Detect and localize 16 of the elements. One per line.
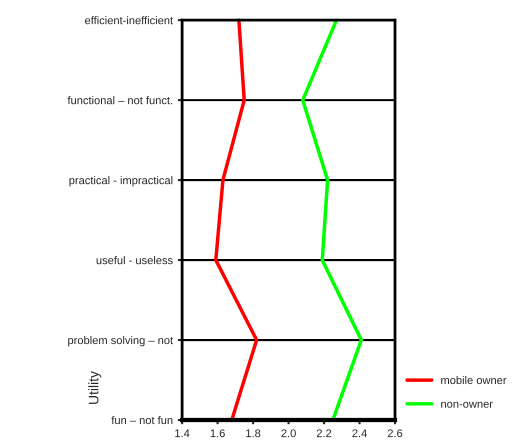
y-tick-label: functional – not funct. [68, 96, 172, 104]
x-tick-label: 2.2 [316, 429, 332, 438]
y-tick-label: useful - useless [96, 256, 173, 264]
x-tick-label: 1.6 [210, 429, 225, 438]
x-tick-label: 2.0 [281, 429, 296, 438]
x-tick-label: 1.8 [246, 429, 260, 438]
legend-label: mobile owner [441, 376, 506, 384]
y-axis-title: Utility [88, 371, 102, 404]
legend-label: non-owner [441, 402, 493, 408]
x-tick-label: 2.4 [352, 429, 367, 438]
y-tick-label: efficient-inefficient [85, 16, 174, 24]
y-tick-label: problem solving – not [68, 336, 174, 346]
y-tick-label: fun – not fun [111, 416, 172, 424]
x-tick-label: 2.6 [388, 429, 402, 438]
y-tick-label: practical - impractical [69, 176, 172, 186]
x-tick-label: 1.4 [175, 429, 190, 438]
